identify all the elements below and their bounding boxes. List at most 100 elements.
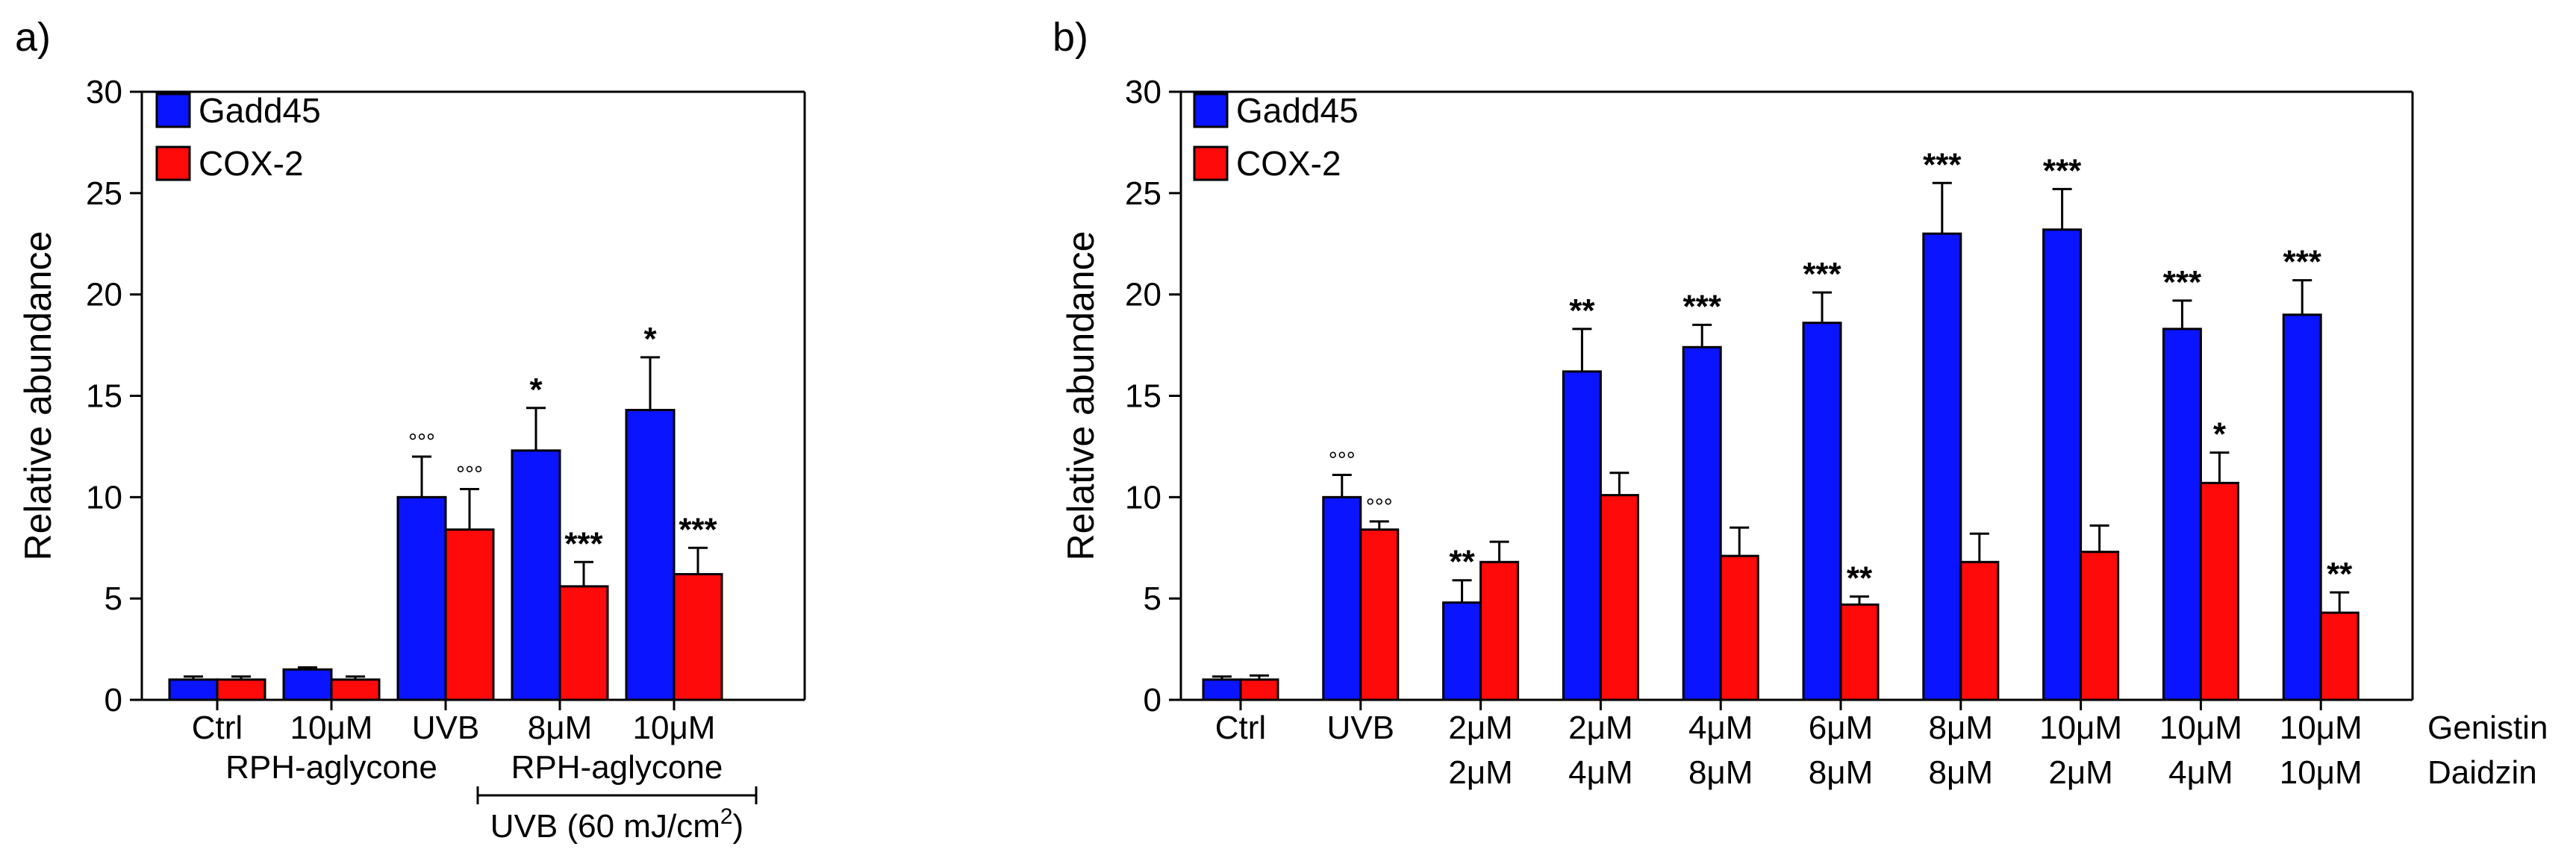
b-significance-label: *** bbox=[1683, 288, 1722, 325]
a-group-label: RPH-aglycone bbox=[225, 749, 437, 786]
a-group-label: RPH-aglycone bbox=[511, 749, 723, 786]
a-y-tick-label: 10 bbox=[86, 479, 122, 516]
a-category-label: 10μM bbox=[633, 710, 716, 746]
b-y-tick-label: 5 bbox=[1144, 580, 1161, 617]
b-significance-label: °°° bbox=[1366, 495, 1393, 519]
a-bar-gadd45 bbox=[282, 668, 333, 701]
b-panel-label: b) bbox=[1052, 15, 1088, 60]
b-significance-label: °°° bbox=[1329, 448, 1356, 472]
b-significance-label: * bbox=[2213, 416, 2227, 453]
b-bar-gadd45 bbox=[1682, 345, 1722, 701]
a-bar-cox2 bbox=[558, 585, 609, 701]
b-bar-cox2 bbox=[1359, 528, 1400, 701]
a-significance-label: *** bbox=[679, 511, 717, 548]
b-significance-label: ** bbox=[1449, 544, 1475, 580]
a-category-label: 8μM bbox=[528, 710, 592, 746]
a-category-label: 10μM bbox=[290, 710, 373, 746]
a-bracket-label: UVB (60 mJ/cm2) bbox=[490, 804, 743, 845]
a-y-tick-label: 20 bbox=[86, 277, 122, 313]
a-bracket-label-sup: 2 bbox=[720, 804, 733, 829]
a-bar-cox2 bbox=[673, 573, 723, 701]
b-bar-gadd45 bbox=[2282, 313, 2322, 701]
a-significance-label: * bbox=[643, 321, 657, 357]
b-legend-swatch-cox2 bbox=[1193, 145, 1229, 181]
b-significance-label: *** bbox=[2043, 152, 2082, 189]
b-category-label: 10μM bbox=[2039, 710, 2122, 746]
a-bar-gadd45 bbox=[511, 449, 561, 701]
b-bar-cox2 bbox=[1479, 560, 1520, 701]
b-bar-gadd45 bbox=[1442, 601, 1482, 701]
a-legend-swatch-cox2 bbox=[155, 145, 191, 181]
a-y-tick-label: 5 bbox=[105, 580, 122, 617]
b-significance-label: ** bbox=[2327, 556, 2353, 592]
a-category-label: UVB bbox=[412, 710, 479, 746]
a-significance-label: *** bbox=[564, 525, 603, 562]
b-row-label: Genistin bbox=[2427, 710, 2548, 746]
b-bar-cox2 bbox=[1599, 494, 1639, 701]
a-y-tick-label: 25 bbox=[86, 175, 122, 212]
b-y-axis-label: Relative abundance bbox=[1060, 231, 1102, 561]
b-bar-cox2 bbox=[2199, 481, 2239, 701]
a-y-tick-label: 0 bbox=[105, 682, 122, 719]
a-bracket-label-close: ) bbox=[733, 808, 744, 845]
a-bar-gadd45 bbox=[396, 495, 447, 701]
a-y-tick-label: 30 bbox=[86, 74, 122, 110]
b-significance-label: *** bbox=[1923, 146, 1962, 183]
b-significance-label: *** bbox=[2283, 244, 2322, 281]
b-category-label: 6μM bbox=[1809, 710, 1873, 746]
b-category-label-row2: 4μM bbox=[1568, 754, 1632, 791]
b-row-label: Daidzin bbox=[2427, 754, 2537, 791]
b-y-tick-label: 25 bbox=[1125, 175, 1161, 212]
b-significance-label: *** bbox=[2163, 264, 2202, 301]
a-y-axis-label: Relative abundance bbox=[17, 231, 59, 561]
b-bar-gadd45 bbox=[1322, 495, 1362, 701]
b-bar-gadd45 bbox=[1922, 232, 1962, 701]
b-category-label: 10μM bbox=[2159, 710, 2242, 746]
a-panel-label: a) bbox=[15, 15, 51, 60]
a-significance-label: °°° bbox=[408, 430, 435, 454]
b-category-label: 8μM bbox=[1929, 710, 1993, 746]
panel-a-chart: a) Relative abundance 0 5 10 15 20 25 30 °°° * * °°°… bbox=[15, 15, 806, 845]
b-category-label: Ctrl bbox=[1215, 710, 1266, 746]
b-y-tick-label: 0 bbox=[1144, 682, 1161, 719]
b-legend-label: COX-2 bbox=[1236, 144, 1341, 183]
a-significance-label: °°° bbox=[456, 462, 483, 486]
b-y-tick-label: 20 bbox=[1125, 277, 1161, 313]
a-y-tick-label: 15 bbox=[86, 378, 122, 415]
b-category-label-row2: 10μM bbox=[2280, 754, 2363, 791]
a-bar-cox2 bbox=[330, 678, 381, 701]
b-bar-cox2 bbox=[2319, 611, 2360, 701]
b-category-label: 2μM bbox=[1448, 710, 1512, 746]
a-bar-cox2 bbox=[444, 528, 495, 701]
a-bar-gadd45 bbox=[625, 409, 676, 701]
a-bar-cox2 bbox=[216, 678, 266, 701]
b-bar-cox2 bbox=[1959, 560, 2000, 701]
b-bar-gadd45 bbox=[1202, 678, 1242, 701]
a-legend-label: COX-2 bbox=[199, 144, 304, 183]
b-bar-gadd45 bbox=[1562, 370, 1602, 701]
b-bar-cox2 bbox=[2080, 551, 2120, 701]
b-category-label-row2: 2μM bbox=[1448, 754, 1512, 791]
a-legend-swatch-gadd45 bbox=[155, 93, 191, 128]
b-category-label: 10μM bbox=[2280, 710, 2363, 746]
b-bar-cox2 bbox=[1239, 678, 1279, 701]
b-y-tick-label: 15 bbox=[1125, 378, 1161, 415]
b-legend-label: Gadd45 bbox=[1236, 91, 1359, 130]
b-category-label-row2: 4μM bbox=[2168, 754, 2233, 791]
b-bar-gadd45 bbox=[2042, 228, 2083, 701]
b-bar-gadd45 bbox=[1802, 322, 1842, 701]
b-bar-gadd45 bbox=[2162, 328, 2202, 701]
b-category-label: 2μM bbox=[1568, 710, 1632, 746]
b-significance-label: ** bbox=[1847, 560, 1873, 596]
b-bar-cox2 bbox=[1839, 603, 1880, 701]
b-y-tick-label: 10 bbox=[1125, 479, 1161, 516]
b-category-label: 4μM bbox=[1688, 710, 1753, 746]
a-legend-label: Gadd45 bbox=[199, 91, 321, 130]
b-category-label-row2: 8μM bbox=[1929, 754, 1993, 791]
a-category-label: Ctrl bbox=[192, 710, 243, 746]
b-category-label-row2: 8μM bbox=[1809, 754, 1873, 791]
b-significance-label: ** bbox=[1569, 292, 1595, 329]
b-legend-swatch-gadd45 bbox=[1193, 93, 1229, 128]
b-category-label-row2: 8μM bbox=[1688, 754, 1753, 791]
